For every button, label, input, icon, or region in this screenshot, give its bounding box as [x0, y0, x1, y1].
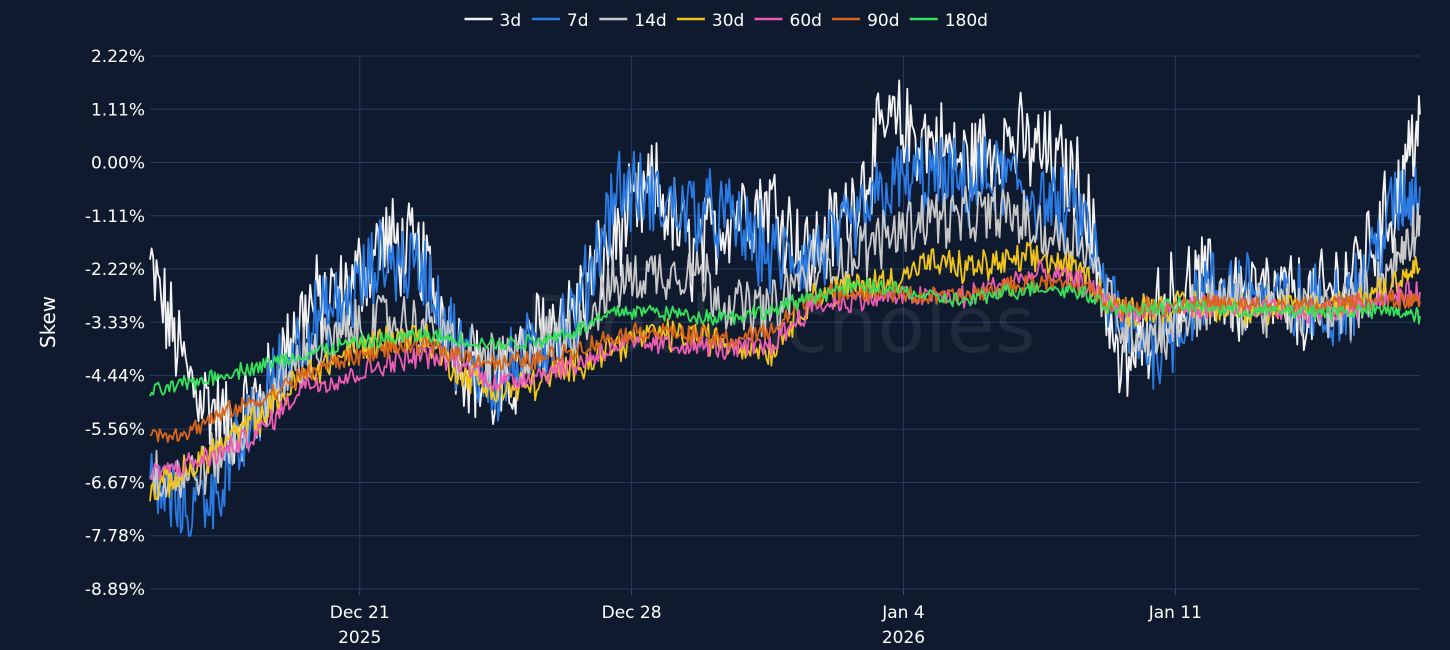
x-tick-label: Jan 4	[881, 603, 924, 623]
legend-label: 180d	[945, 11, 988, 31]
y-tick-label: -3.33%	[85, 313, 145, 333]
y-axis-title: Skew	[36, 296, 60, 348]
y-tick-label: -2.22%	[85, 260, 145, 280]
series-layer	[149, 79, 1421, 537]
y-tick-label: 0.00%	[91, 154, 145, 174]
series-line-90d	[149, 273, 1421, 443]
legend-label: 30d	[712, 11, 744, 31]
y-tick-label: -4.44%	[85, 367, 145, 387]
legend-label: 60d	[790, 11, 822, 31]
legend-item-3d[interactable]: 3d	[464, 11, 522, 31]
legend-label: 14d	[634, 11, 666, 31]
legend-item-180d[interactable]: 180d	[909, 11, 988, 31]
y-tick-label: -6.67%	[85, 473, 145, 493]
legend-item-7d[interactable]: 7d	[531, 11, 589, 31]
y-tick-label: -7.78%	[85, 527, 145, 547]
legend-label: 3d	[500, 11, 522, 31]
axis-layer: 2.22% 1.11% 0.00% -1.11% -2.22% -3.33% -4.44% -…	[85, 47, 1202, 648]
legend-item-30d[interactable]: 30d	[676, 11, 744, 31]
legend-label: 7d	[567, 11, 589, 31]
legend-item-90d[interactable]: 90d	[832, 11, 900, 31]
legend-item-60d[interactable]: 60d	[754, 11, 822, 31]
legend-item-14d[interactable]: 14d	[599, 11, 667, 31]
y-tick-label: -1.11%	[85, 207, 145, 227]
x-tick-label: Dec 28	[602, 603, 662, 623]
x-tick-sublabel: 2025	[338, 628, 381, 648]
y-tick-label: 1.11%	[91, 100, 145, 120]
x-tick-sublabel: 2026	[882, 628, 925, 648]
x-tick-label: Dec 21	[330, 603, 390, 623]
legend-label: 90d	[867, 11, 899, 31]
y-tick-label: 2.22%	[91, 47, 145, 67]
x-tick-label: Jan 11	[1148, 603, 1202, 623]
legend[interactable]: 3d 7d 14d 30d 60d 90d 180d	[464, 11, 988, 31]
y-tick-label: -8.89%	[85, 580, 145, 600]
y-tick-label: -5.56%	[85, 420, 145, 440]
series-line-180d	[149, 277, 1421, 397]
